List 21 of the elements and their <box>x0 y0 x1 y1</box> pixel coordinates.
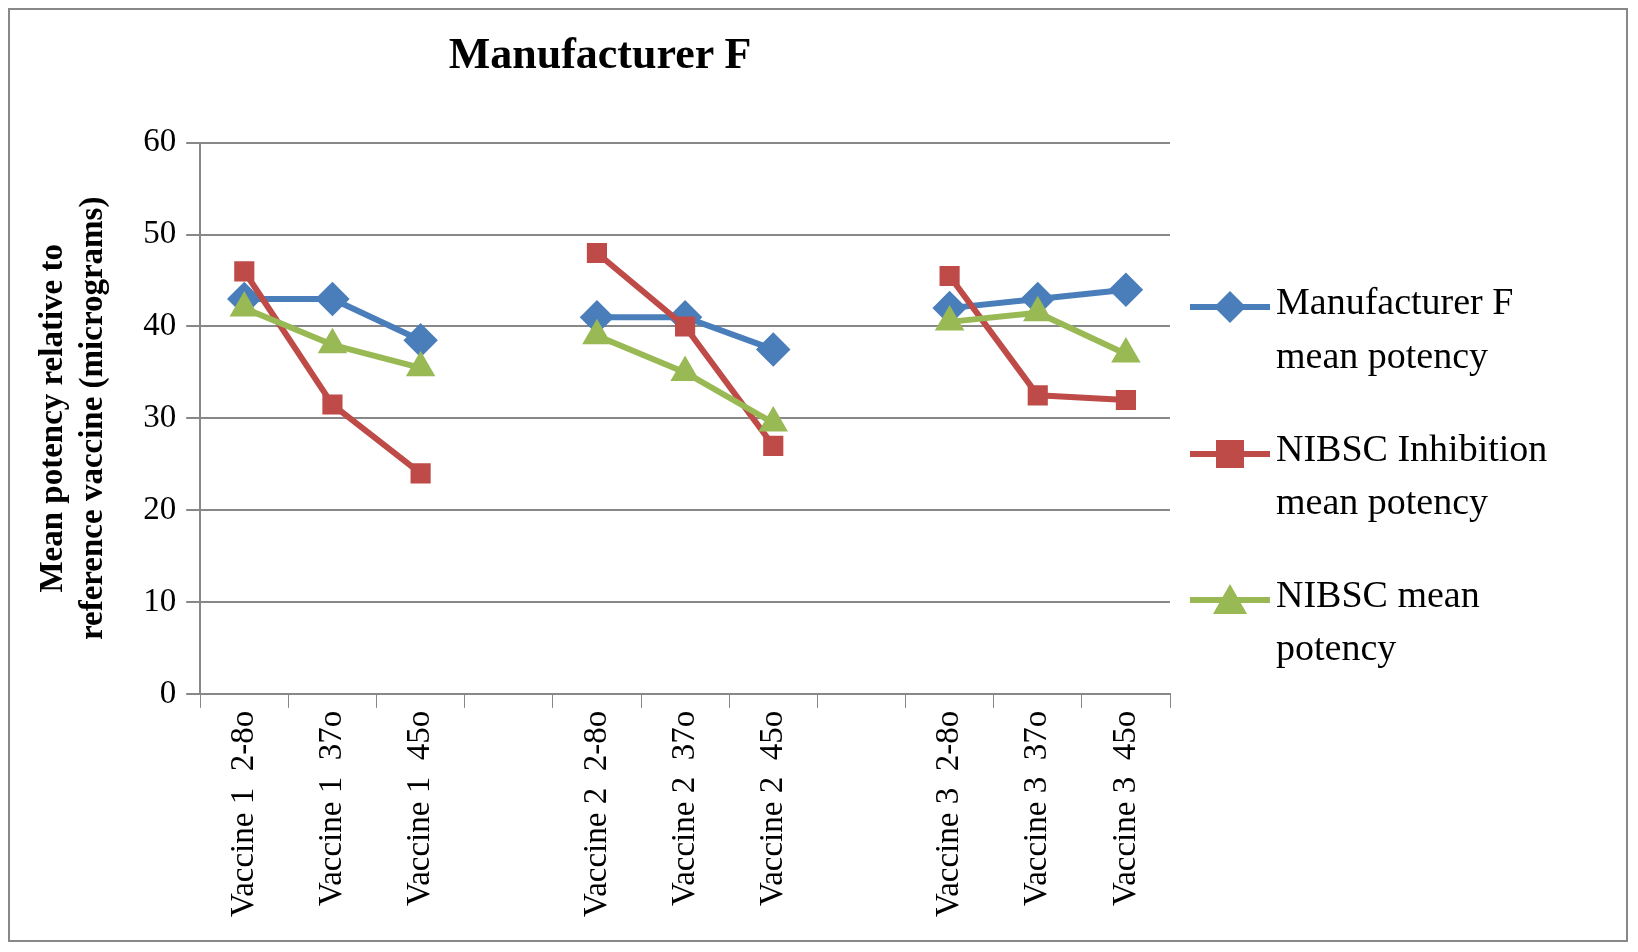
legend-label: Manufacturer F mean potency <box>1276 279 1515 378</box>
x-tick-label: Vaccine 2 2-8o <box>576 710 613 917</box>
y-tick-label: 50 <box>143 214 177 251</box>
y-tick-label: 40 <box>143 306 177 343</box>
x-tick-label: Vaccine 1 37o <box>312 710 349 907</box>
x-tick-label: Vaccine 1 2-8o <box>223 710 260 917</box>
legend-label: NIBSC Inhibition mean potency <box>1276 425 1549 524</box>
legend-label: NIBSC mean potency <box>1276 572 1481 671</box>
y-tick-label: 60 <box>143 122 177 159</box>
y-axis-title: Mean potency relative to reference vaccine (micrograms) <box>33 196 110 641</box>
x-tick-label: Vaccine 2 45o <box>752 710 789 907</box>
y-tick-label: 0 <box>159 673 177 710</box>
x-tick-label: Vaccine 3 45o <box>1105 710 1142 907</box>
chart-title: Manufacturer F <box>448 28 752 78</box>
x-tick-label: Vaccine 1 45o <box>400 710 437 907</box>
x-tick-label: Vaccine 2 37o <box>664 710 701 907</box>
x-tick-label: Vaccine 3 37o <box>1017 710 1054 907</box>
x-tick-label: Vaccine 3 2-8o <box>929 710 966 917</box>
y-tick-label: 10 <box>143 581 177 618</box>
y-tick-label: 30 <box>143 397 177 434</box>
y-tick-label: 20 <box>143 489 177 526</box>
